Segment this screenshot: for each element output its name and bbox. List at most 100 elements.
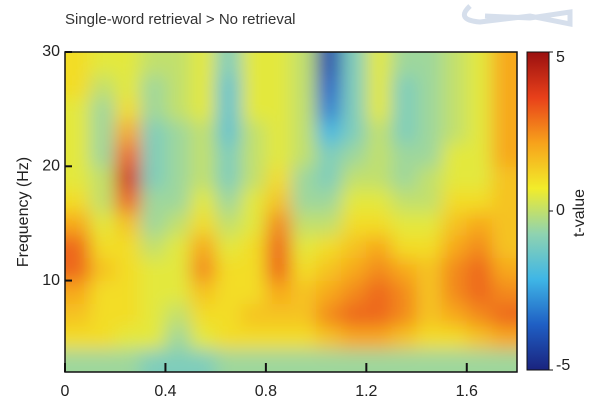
- heatmap-cell: [391, 212, 418, 236]
- heatmap-cell: [215, 234, 242, 259]
- heatmap-cell: [190, 189, 217, 213]
- heatmap-cell: [366, 97, 392, 122]
- heatmap-cell: [190, 326, 217, 350]
- heatmap-cell: [391, 303, 418, 327]
- heatmap-cell: [90, 189, 116, 213]
- heatmap-cell: [165, 234, 192, 259]
- heatmap-cell: [391, 280, 418, 304]
- heatmap-cell: [391, 189, 418, 213]
- heatmap-cell: [115, 280, 141, 304]
- heatmap-cell: [115, 166, 141, 190]
- heatmap-cell: [190, 166, 217, 190]
- heatmap-cell: [491, 120, 517, 144]
- heatmap-cell: [190, 143, 217, 167]
- heatmap-cell: [65, 52, 91, 76]
- heatmap-cell: [416, 280, 443, 304]
- heatmap-cell: [265, 234, 292, 259]
- x-tick-label: 0.4: [154, 383, 176, 400]
- heatmap-cell: [65, 143, 91, 167]
- heatmap-cell: [491, 97, 517, 122]
- heatmap-cell: [491, 143, 517, 167]
- logo-watermark: [461, 4, 573, 28]
- heatmap-cell: [115, 52, 141, 76]
- heatmap-cell: [165, 189, 192, 213]
- heatmap-cell: [140, 326, 166, 350]
- heatmap-cell: [165, 97, 192, 122]
- heatmap-cell: [90, 280, 116, 304]
- heatmap-cell: [291, 303, 317, 327]
- heatmap-cell: [115, 326, 141, 350]
- colorbar-tick-label: 5: [556, 49, 565, 66]
- heatmap-cell: [240, 234, 267, 259]
- heatmap-cell: [441, 326, 468, 350]
- heatmap-cell: [115, 120, 141, 144]
- heatmap-cell: [215, 74, 242, 99]
- heatmap-cell: [466, 234, 493, 259]
- heatmap-cell: [165, 326, 192, 350]
- heatmap-cell: [416, 303, 443, 327]
- heatmap-cell: [441, 234, 468, 259]
- colorbar-tick-label: -5: [556, 357, 570, 374]
- heatmap-cell: [190, 120, 217, 144]
- heatmap-cell: [240, 52, 267, 76]
- heatmap-cell: [491, 303, 517, 327]
- heatmap-cell: [90, 234, 116, 259]
- heatmap-cell: [65, 120, 91, 144]
- heatmap-cell: [65, 303, 91, 327]
- heatmap-cell: [316, 52, 342, 76]
- heatmap-cell: [190, 280, 217, 304]
- heatmap-cell: [190, 74, 217, 99]
- heatmap-cell: [215, 120, 242, 144]
- heatmap-cell: [466, 143, 493, 167]
- heatmap-cell: [316, 189, 342, 213]
- colorbar-tick-label: 0: [556, 202, 565, 219]
- heatmap-cell: [366, 280, 392, 304]
- heatmap-cell: [140, 234, 166, 259]
- heatmap-cell: [316, 97, 342, 122]
- heatmap-cell: [115, 74, 141, 99]
- heatmap-cell: [265, 280, 292, 304]
- heatmap-cell: [165, 166, 192, 190]
- heatmap-cell: [341, 212, 367, 236]
- heatmap-cell: [416, 257, 443, 282]
- heatmap-cell: [291, 143, 317, 167]
- heatmap-cell: [65, 166, 91, 190]
- heatmap-cell: [441, 303, 468, 327]
- heatmap-cell: [190, 212, 217, 236]
- heatmap-cell: [466, 257, 493, 282]
- heatmap-cell: [65, 189, 91, 213]
- heatmap-cell: [115, 143, 141, 167]
- heatmap-cell: [491, 212, 517, 236]
- heatmap-cell: [265, 326, 292, 350]
- heatmap-cell: [491, 166, 517, 190]
- heatmap-cell: [140, 97, 166, 122]
- heatmap-cell: [291, 257, 317, 282]
- heatmap-cell: [341, 234, 367, 259]
- heatmap-cell: [265, 303, 292, 327]
- heatmap-cell: [190, 234, 217, 259]
- x-tick-label: 1.2: [355, 383, 377, 400]
- heatmap-cell: [466, 326, 493, 350]
- heatmap-cell: [416, 326, 443, 350]
- heatmap-cell: [491, 74, 517, 99]
- heatmap-cell: [441, 52, 468, 76]
- heatmap-cell: [316, 280, 342, 304]
- heatmap-cell: [190, 97, 217, 122]
- heatmap-cell: [265, 97, 292, 122]
- heatmap-cell: [140, 189, 166, 213]
- heatmap-cell: [265, 52, 292, 76]
- heatmap-cell: [391, 257, 418, 282]
- heatmap-cell: [316, 326, 342, 350]
- heatmap-cell: [491, 52, 517, 76]
- heatmap-cell: [366, 74, 392, 99]
- heatmap-cell: [90, 326, 116, 350]
- heatmap-cell: [165, 212, 192, 236]
- heatmap-cell: [90, 97, 116, 122]
- heatmap-cell: [291, 166, 317, 190]
- heatmap-cell: [90, 74, 116, 99]
- heatmap-cell: [165, 303, 192, 327]
- heatmap-cell: [441, 349, 468, 372]
- heatmap-cell: [441, 280, 468, 304]
- heatmap-cell: [466, 280, 493, 304]
- heatmap-cell: [391, 97, 418, 122]
